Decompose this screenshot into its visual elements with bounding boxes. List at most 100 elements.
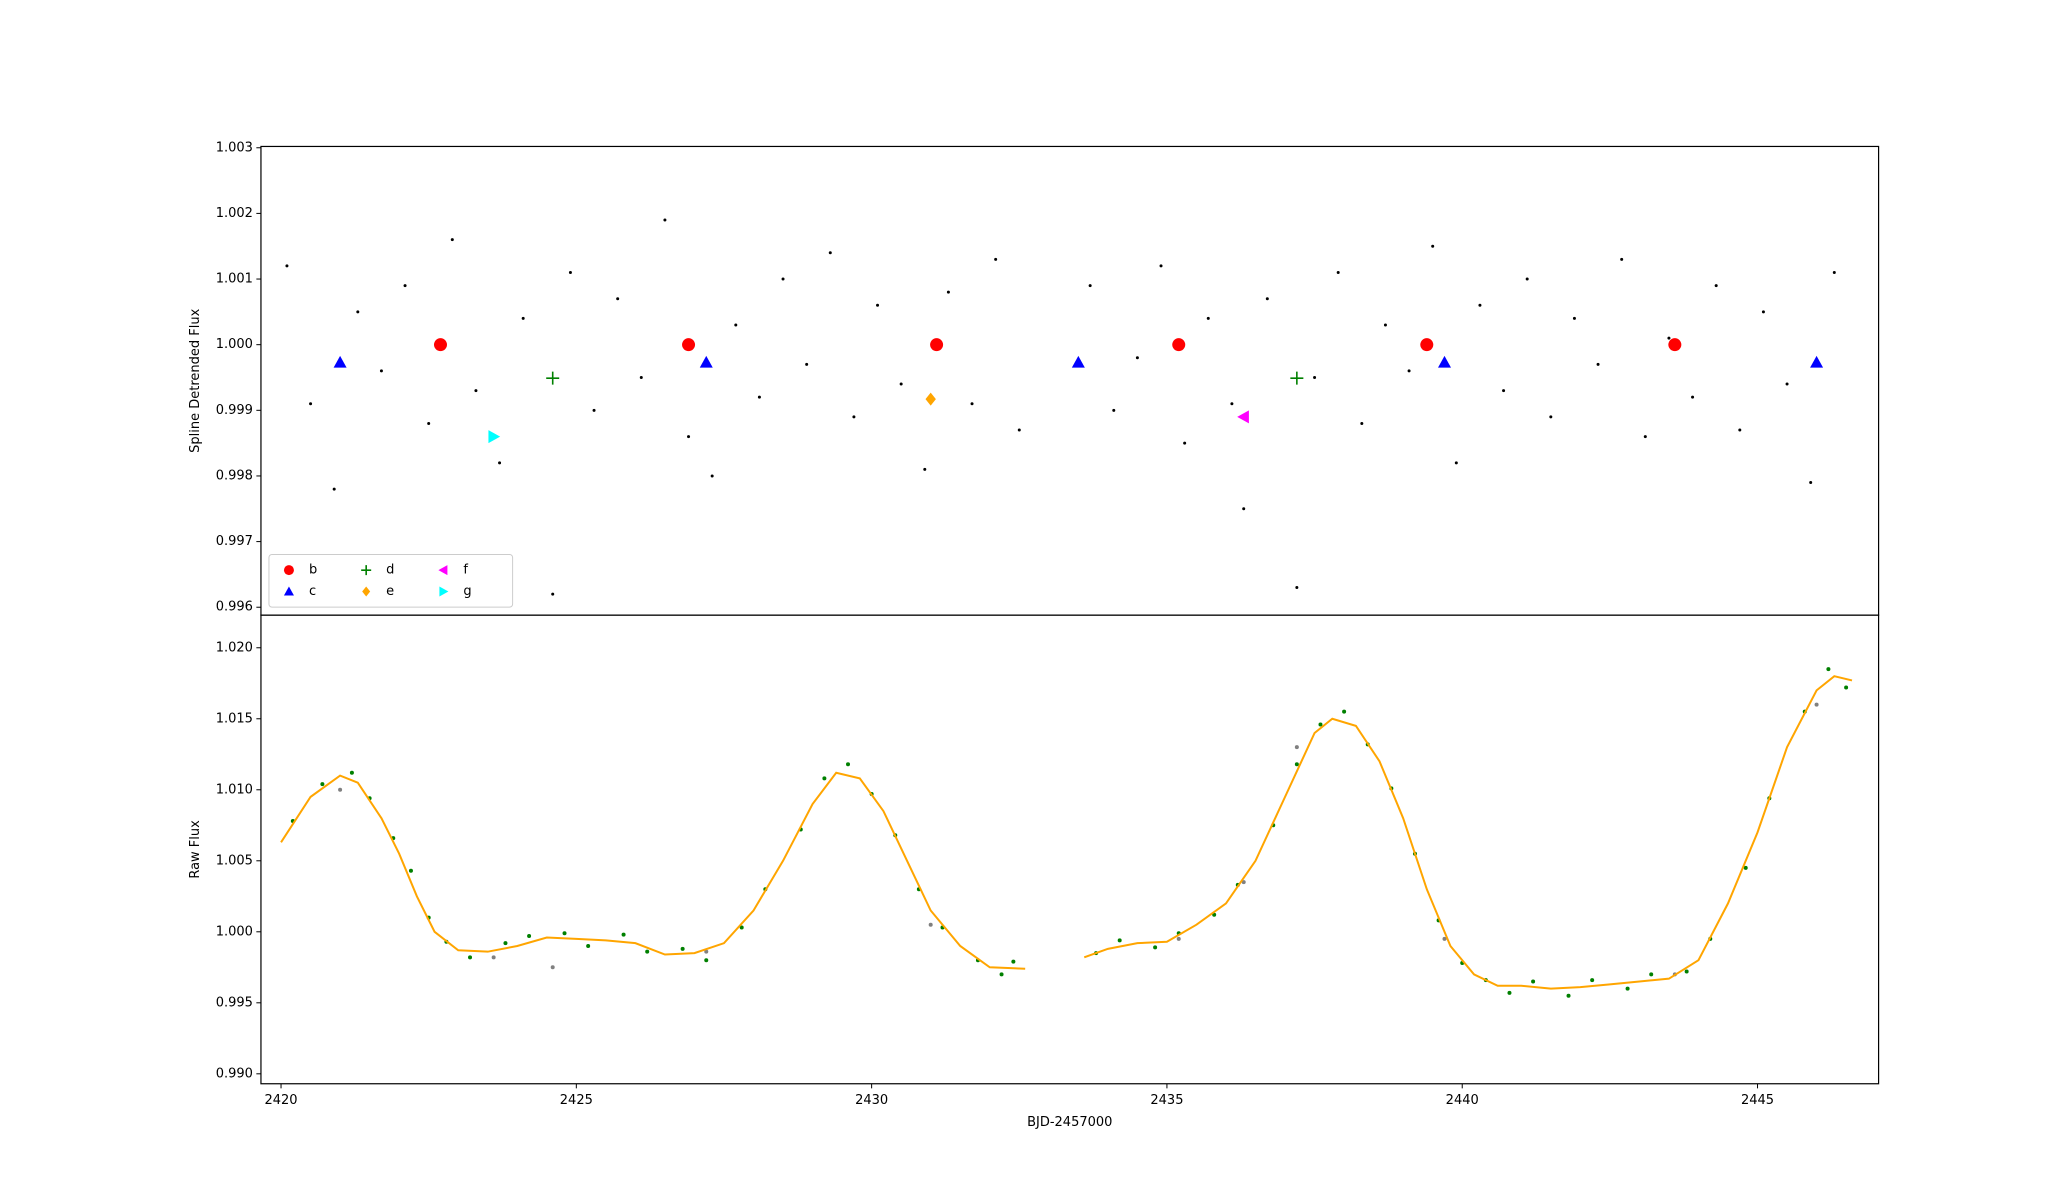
marker <box>320 782 325 787</box>
axes-frame <box>260 145 1880 616</box>
marker <box>1743 865 1748 870</box>
x-tick-label: 2420 <box>264 1093 297 1108</box>
marker <box>283 586 294 596</box>
marker <box>1620 257 1624 261</box>
y-tick-label: 0.990 <box>216 1066 253 1081</box>
marker <box>1625 986 1630 991</box>
marker <box>1809 481 1813 485</box>
marker <box>1454 461 1458 465</box>
marker <box>1667 336 1671 340</box>
y-tick-label: 1.003 <box>216 140 253 155</box>
marker <box>1159 264 1163 268</box>
marker <box>439 586 449 597</box>
marker <box>852 415 856 419</box>
marker <box>704 949 709 954</box>
y-axis-label: Raw Flux <box>188 820 203 879</box>
marker <box>491 955 496 960</box>
marker <box>699 355 713 368</box>
marker <box>1112 408 1116 412</box>
marker <box>408 868 413 873</box>
marker <box>333 355 347 368</box>
marker <box>450 238 454 242</box>
marker <box>994 257 998 261</box>
panel: 0.996 0.997 0.998 0.999 1.000 1.001 1.002 1.003… <box>188 140 1880 616</box>
marker <box>899 382 903 386</box>
x-tick-label: 2430 <box>855 1093 888 1108</box>
marker <box>551 592 555 596</box>
marker <box>427 421 431 425</box>
x-tick-label: 2435 <box>1150 1093 1183 1108</box>
marker <box>1714 284 1718 288</box>
marker <box>1017 428 1021 432</box>
marker <box>946 290 950 294</box>
marker <box>1294 762 1299 767</box>
marker <box>930 338 944 352</box>
marker <box>704 958 709 963</box>
marker <box>338 787 343 792</box>
marker <box>639 375 643 379</box>
x-axis-label: BJD-2457000 <box>1027 1115 1112 1130</box>
marker <box>616 297 620 301</box>
marker <box>1176 936 1181 941</box>
axes-frame <box>260 614 1880 1085</box>
marker <box>1572 316 1576 320</box>
y-tick-label: 1.010 <box>216 782 253 797</box>
y-tick-label: 1.020 <box>216 640 253 655</box>
marker <box>1241 880 1246 885</box>
marker <box>474 389 478 393</box>
marker <box>1183 441 1187 445</box>
marker <box>1844 685 1849 690</box>
legend-label: g <box>463 584 471 599</box>
marker <box>1290 371 1304 385</box>
marker <box>846 762 851 767</box>
legend-label: b <box>309 563 317 578</box>
marker <box>923 467 927 471</box>
marker <box>1336 270 1340 274</box>
marker <box>1237 410 1249 424</box>
y-tick-label: 0.997 <box>216 534 253 549</box>
model-line <box>280 771 1026 970</box>
marker <box>1684 969 1689 974</box>
marker <box>1814 702 1819 707</box>
marker <box>1761 310 1765 314</box>
marker <box>1832 270 1836 274</box>
marker <box>805 362 809 366</box>
marker <box>1431 244 1435 248</box>
y-tick-label: 0.996 <box>216 600 253 615</box>
marker <box>403 284 407 288</box>
marker <box>876 303 880 307</box>
marker <box>1738 428 1742 432</box>
marker <box>356 310 360 314</box>
marker <box>822 776 827 781</box>
marker <box>362 586 371 597</box>
y-tick-label: 0.998 <box>216 468 253 483</box>
marker <box>1172 338 1186 352</box>
marker <box>1242 507 1246 511</box>
marker <box>1313 375 1317 379</box>
marker <box>682 338 696 352</box>
y-tick-label: 0.999 <box>216 403 253 418</box>
marker <box>468 955 473 960</box>
marker <box>527 934 532 939</box>
legend-label: e <box>386 584 394 599</box>
y-tick-label: 1.000 <box>216 924 253 939</box>
marker <box>1826 667 1831 672</box>
marker <box>349 770 354 775</box>
marker <box>1549 415 1553 419</box>
plot-area <box>285 218 1836 596</box>
marker <box>1691 395 1695 399</box>
plot-area <box>280 667 1853 998</box>
marker <box>1478 303 1482 307</box>
legend-box <box>268 553 514 608</box>
marker <box>1360 421 1364 425</box>
y-tick-label: 1.002 <box>216 206 253 221</box>
marker <box>550 965 555 970</box>
marker <box>1596 362 1600 366</box>
marker <box>309 402 313 406</box>
marker <box>1342 709 1347 714</box>
marker <box>1135 356 1139 360</box>
marker <box>332 487 336 491</box>
marker <box>1265 297 1269 301</box>
marker <box>1071 355 1085 368</box>
marker <box>1810 355 1824 368</box>
